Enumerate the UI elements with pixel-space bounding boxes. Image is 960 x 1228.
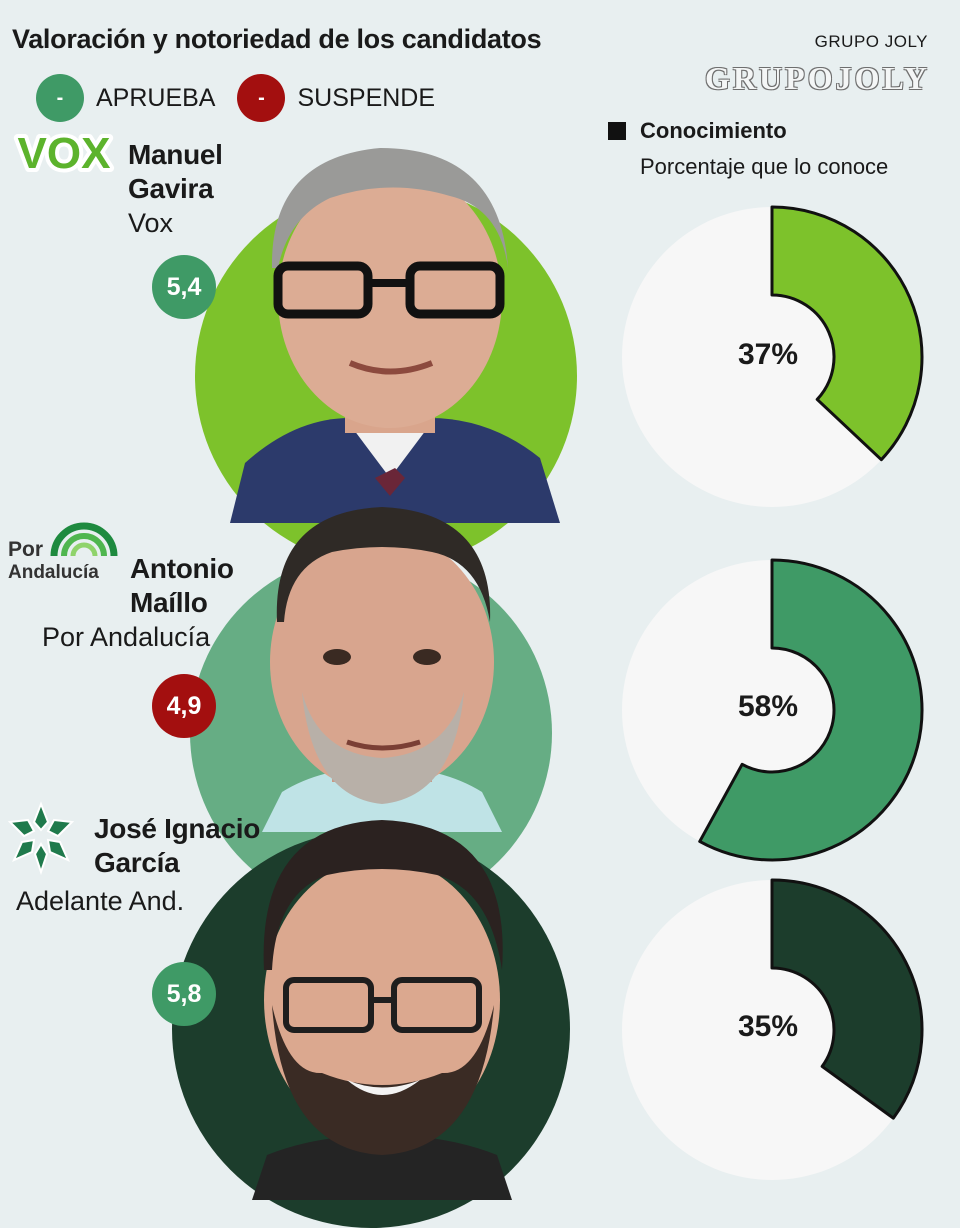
knowledge-title-text: Conocimiento [640, 118, 787, 143]
candidate-party-gavira: Vox [128, 208, 174, 238]
score-badge-maillo: 4,9 [152, 674, 216, 738]
knowledge-donut-maillo [622, 558, 924, 862]
knowledge-donut-garcia [622, 878, 924, 1180]
score-badge-gavira: 5,4 [152, 255, 216, 319]
knowledge-value-gavira: 37% [737, 338, 799, 371]
candidate-name-maillo: Antonio Maíllo [130, 552, 234, 620]
approve-legend-label: APRUEBA [96, 83, 216, 112]
candidate-photo-gavira [230, 148, 560, 523]
knowledge-value-maillo: 58% [737, 690, 799, 723]
fail-legend-label: SUSPENDE [297, 83, 436, 112]
candidate-name-garcia: José Ignacio García [94, 812, 260, 880]
donut-segment [698, 558, 924, 862]
candidate-name-line: Gavira [128, 173, 214, 204]
approve-legend-dot: - [36, 74, 84, 122]
legend: - APRUEBA - SUSPENDE [36, 74, 457, 122]
fail-legend-dot: - [237, 74, 286, 122]
knowledge-value-garcia: 35% [737, 1010, 799, 1043]
legend-square-icon [608, 122, 626, 140]
donut-segment [770, 205, 924, 462]
candidate-name-gavira: Manuel Gavira [128, 138, 223, 206]
chart-title: Valoración y notoriedad de los candidato… [12, 24, 542, 54]
candidate-name-line: Antonio [130, 553, 234, 584]
vox-logo-outline: VOX [18, 129, 111, 178]
knowledge-donut-gavira [622, 205, 924, 507]
candidate-party-garcia: Adelante And. [16, 886, 185, 916]
candidate-photo-garcia [252, 820, 512, 1200]
vox-logo: VOX VOX [10, 124, 118, 183]
candidate-name-line: José Ignacio [94, 813, 261, 844]
candidate-name-line: Maíllo [130, 587, 208, 618]
por-andalucia-logo-top: Por [8, 538, 43, 561]
candidate-name-line: Manuel [128, 139, 223, 170]
por-andalucia-logo: Por Andalucía [6, 516, 126, 593]
candidate-party-maillo: Por Andalucía [42, 622, 211, 652]
brand-name: GRUPO JOLY [814, 32, 928, 51]
knowledge-subtitle: Porcentaje que lo conoce [640, 154, 889, 179]
vox-logo-text: VOX [18, 129, 111, 178]
knowledge-title: Conocimiento [608, 118, 787, 144]
adelante-andalucia-logo [2, 800, 80, 881]
score-badge-garcia: 5,8 [152, 962, 216, 1026]
candidate-photo-maillo [262, 507, 502, 832]
por-andalucia-logo-bottom: Andalucía [8, 562, 99, 583]
brand-logo: GRUPOJOLY [705, 60, 930, 96]
candidate-name-line: García [94, 847, 180, 878]
donut-segment [770, 878, 924, 1120]
